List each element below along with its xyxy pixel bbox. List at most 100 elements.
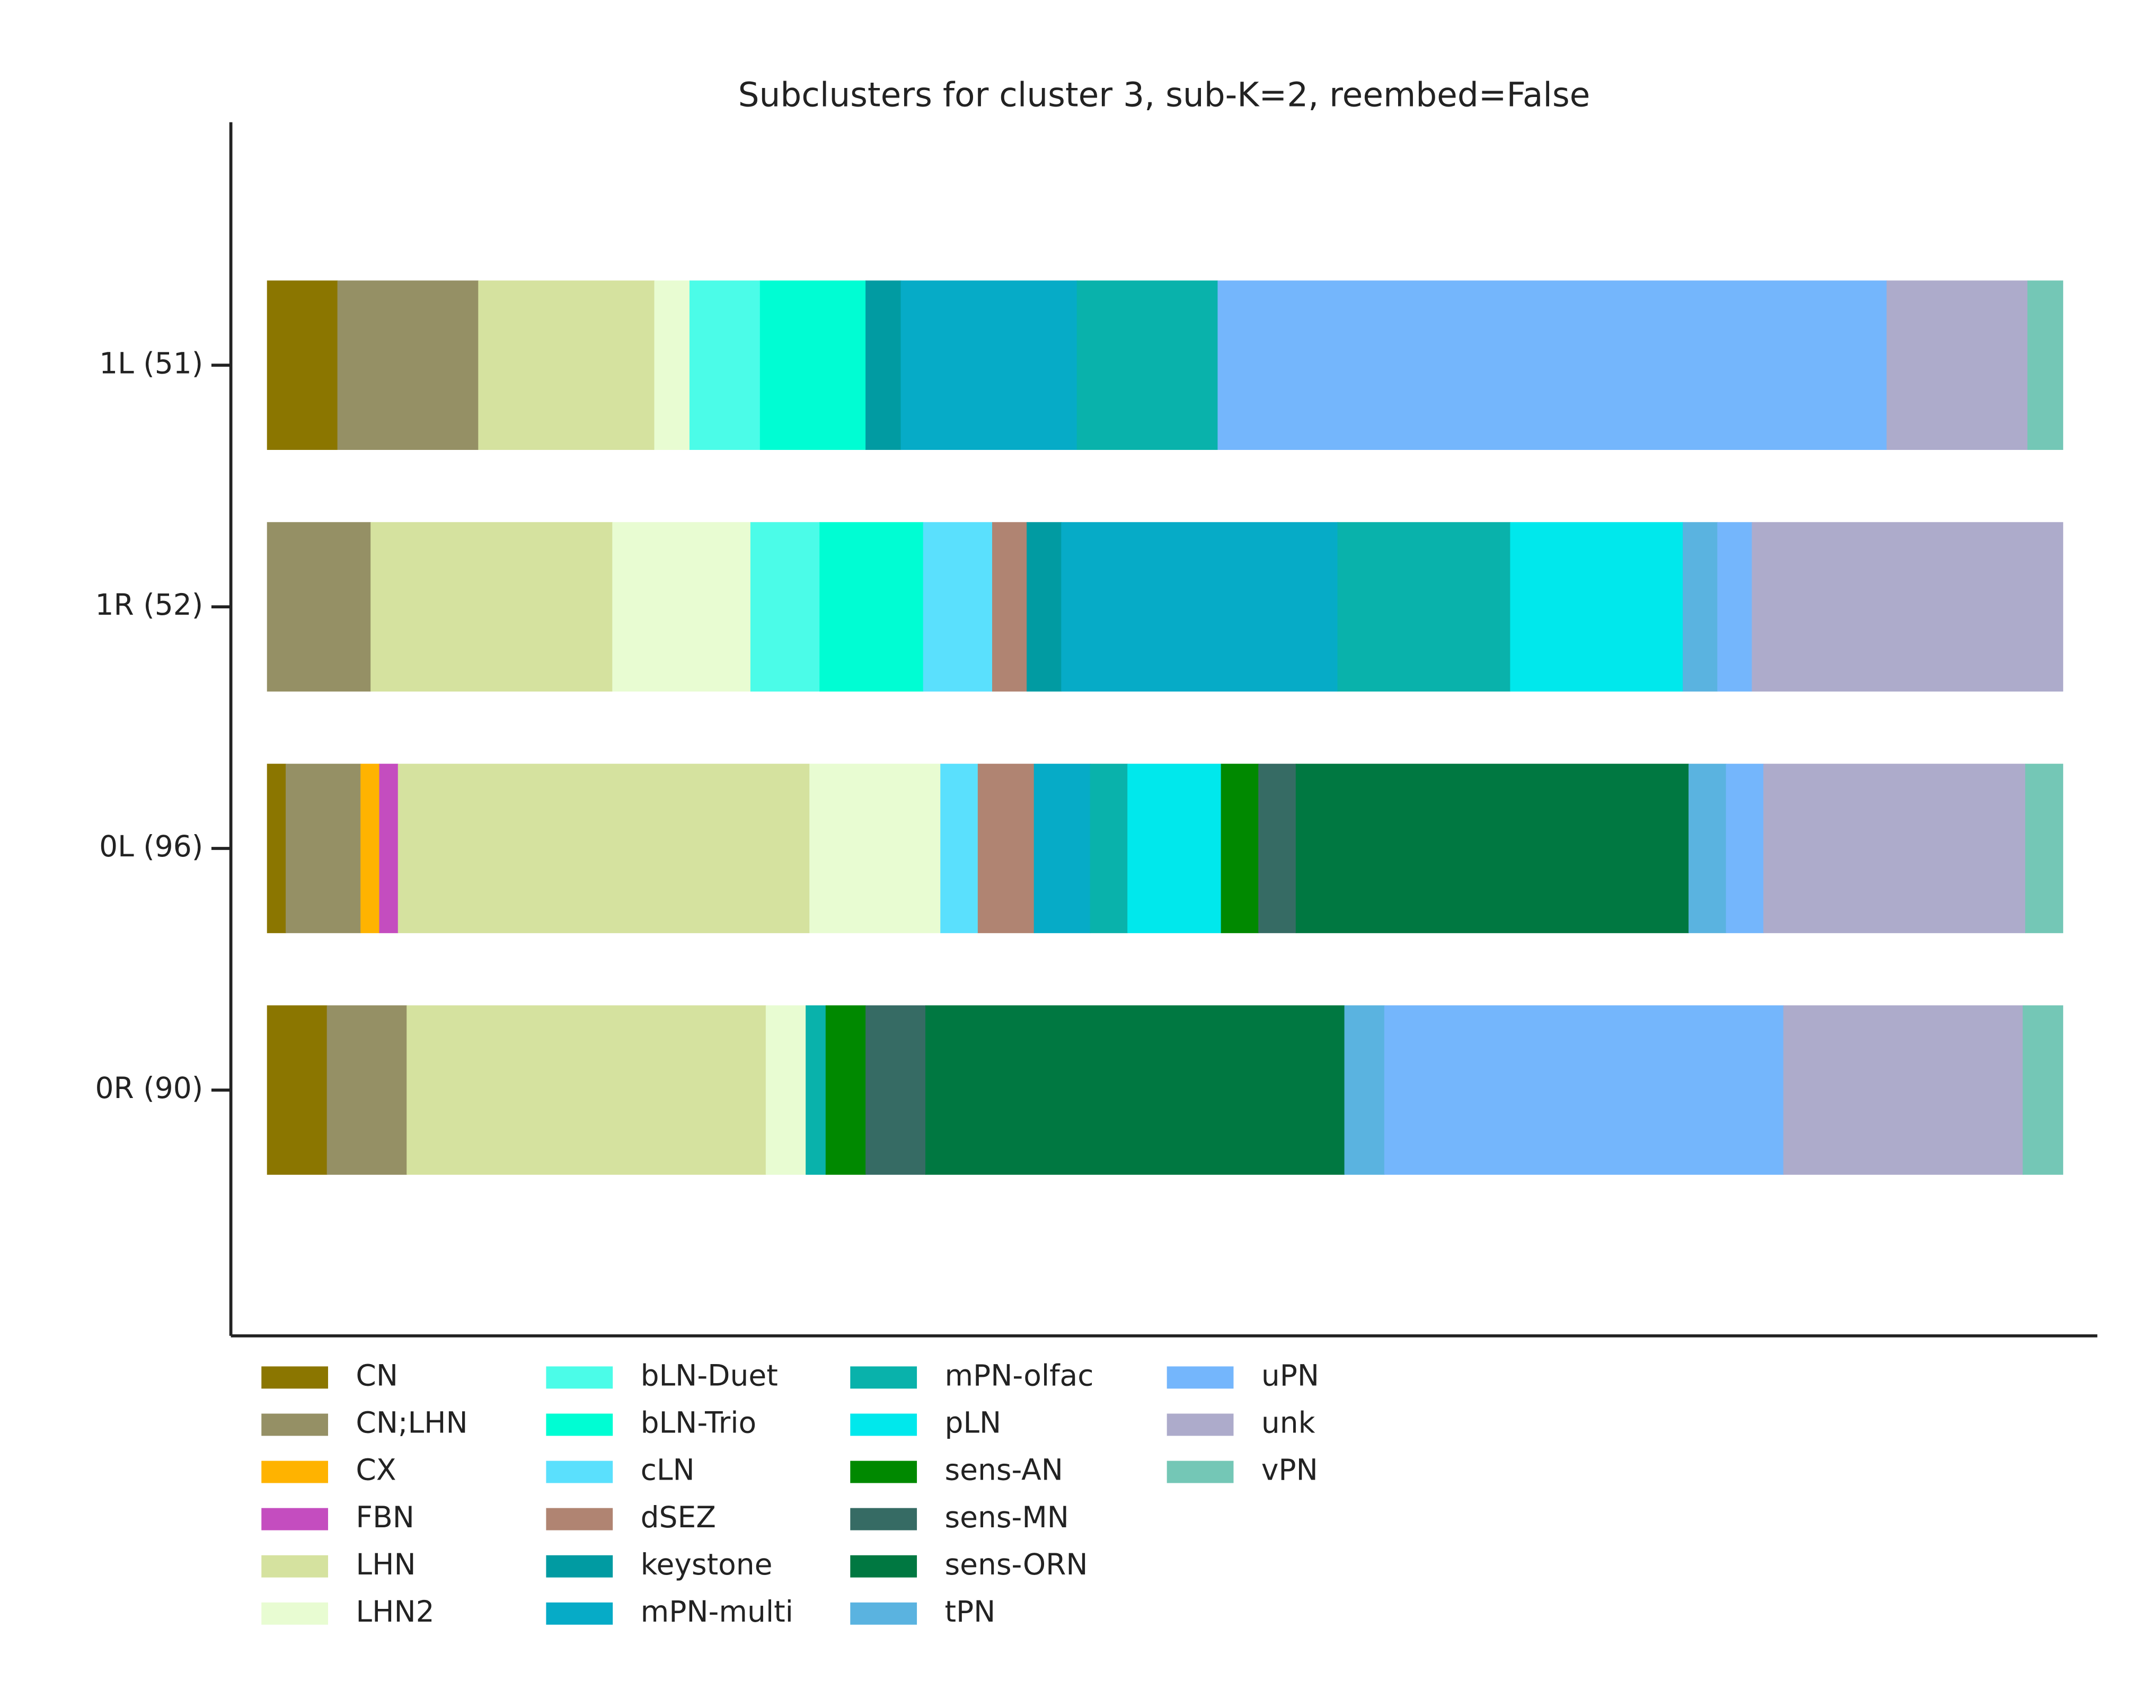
legend-swatch: [1167, 1413, 1234, 1436]
legend-swatch: [261, 1461, 329, 1483]
bar-segment: [923, 522, 993, 692]
bar-segment: [267, 1005, 328, 1175]
bar-segment: [1683, 522, 1718, 692]
bar-segment: [977, 764, 1035, 933]
legend-label: pLN: [944, 1406, 1001, 1440]
legend-label: LHN: [356, 1547, 416, 1581]
bar-segment: [360, 764, 380, 933]
legend-label: vPN: [1261, 1453, 1318, 1487]
bar-segment: [1221, 764, 1259, 933]
bar-segment: [407, 1005, 766, 1175]
legend-swatch: [546, 1508, 613, 1530]
legend-label: tPN: [944, 1595, 995, 1629]
legend-label: LHN2: [356, 1595, 434, 1629]
bar-segment: [1027, 522, 1062, 692]
legend-swatch: [850, 1508, 917, 1530]
legend-swatch: [850, 1366, 917, 1389]
bar-segment: [612, 522, 751, 692]
bar-segment: [337, 280, 479, 450]
legend-label: unk: [1261, 1406, 1315, 1440]
bar-segment: [940, 764, 978, 933]
legend-label: cLN: [641, 1453, 695, 1487]
legend-label: CN;LHN: [356, 1406, 467, 1440]
bar-segment: [1061, 522, 1338, 692]
bar-segment: [865, 280, 902, 450]
bar-segment: [2025, 764, 2063, 933]
legend-swatch: [546, 1461, 613, 1483]
y-tick-label: 0R (90): [95, 1071, 204, 1105]
bar-segment: [397, 764, 810, 933]
bar-segment: [689, 280, 761, 450]
y-tick-label: 1L (51): [99, 346, 203, 380]
bar-segment: [1337, 522, 1511, 692]
legend-label: CX: [356, 1453, 396, 1487]
legend-swatch: [546, 1413, 613, 1436]
bar-segment: [267, 522, 372, 692]
bar-segment: [267, 764, 287, 933]
bar-segment: [750, 522, 820, 692]
bar-segment: [1258, 764, 1296, 933]
bar-segment: [1752, 522, 2063, 692]
legend-swatch: [261, 1602, 329, 1625]
bar-segment: [1688, 764, 1727, 933]
bar-segment: [478, 280, 655, 450]
bar-segment: [765, 1005, 807, 1175]
bar-segment: [900, 280, 1077, 450]
legend-label: sens-AN: [944, 1453, 1063, 1487]
bar-segment: [825, 1005, 867, 1175]
legend-label: sens-ORN: [944, 1547, 1088, 1581]
bar-segment: [1033, 764, 1091, 933]
bar-segment: [286, 764, 361, 933]
bar-segment: [992, 522, 1028, 692]
legend-label: CN: [356, 1358, 398, 1392]
bar-segment: [1127, 764, 1222, 933]
legend-label: dSEZ: [641, 1500, 716, 1534]
legend-label: mPN-multi: [641, 1595, 793, 1629]
bar-segment: [1295, 764, 1690, 933]
bar-segment: [806, 1005, 826, 1175]
bar-segment: [1510, 522, 1684, 692]
bar-segment: [1886, 280, 2028, 450]
bar-segment: [1090, 764, 1128, 933]
bar-segment: [865, 1005, 926, 1175]
chart-title: Subclusters for cluster 3, sub-K=2, reem…: [738, 76, 1591, 114]
legend-swatch: [850, 1602, 917, 1625]
bar-segment: [1763, 764, 2026, 933]
legend-swatch: [546, 1555, 613, 1578]
legend-label: FBN: [356, 1500, 414, 1534]
bar-segment: [1217, 280, 1887, 450]
bar-segment: [809, 764, 941, 933]
bar-segment: [654, 280, 690, 450]
legend-label: uPN: [1261, 1358, 1319, 1392]
y-tick-label: 1R (52): [95, 588, 204, 622]
legend-label: mPN-olfac: [944, 1358, 1093, 1392]
legend-swatch: [261, 1366, 329, 1389]
legend-swatch: [261, 1508, 329, 1530]
bar-segment: [819, 522, 924, 692]
legend-label: sens-MN: [944, 1500, 1069, 1534]
legend-swatch: [261, 1413, 329, 1436]
bar-segment: [370, 522, 613, 692]
bar-segment: [267, 280, 338, 450]
legend-swatch: [546, 1602, 613, 1625]
legend-swatch: [850, 1461, 917, 1483]
bar-segment: [326, 1005, 408, 1175]
bar-segment: [925, 1005, 1345, 1175]
bar-segment: [1726, 764, 1764, 933]
bar-segment: [1076, 280, 1218, 450]
legend-swatch: [261, 1555, 329, 1578]
legend-swatch: [850, 1413, 917, 1436]
bar-segment: [1344, 1005, 1385, 1175]
bar-segment: [379, 764, 399, 933]
bar-segment: [759, 280, 867, 450]
y-tick-label: 0L (96): [99, 829, 203, 863]
bar-segment: [1384, 1005, 1784, 1175]
legend-label: bLN-Trio: [641, 1406, 757, 1440]
legend-swatch: [1167, 1366, 1234, 1389]
legend-swatch: [850, 1555, 917, 1578]
legend-swatch: [1167, 1461, 1234, 1483]
legend-label: keystone: [641, 1547, 773, 1581]
legend-swatch: [546, 1366, 613, 1389]
